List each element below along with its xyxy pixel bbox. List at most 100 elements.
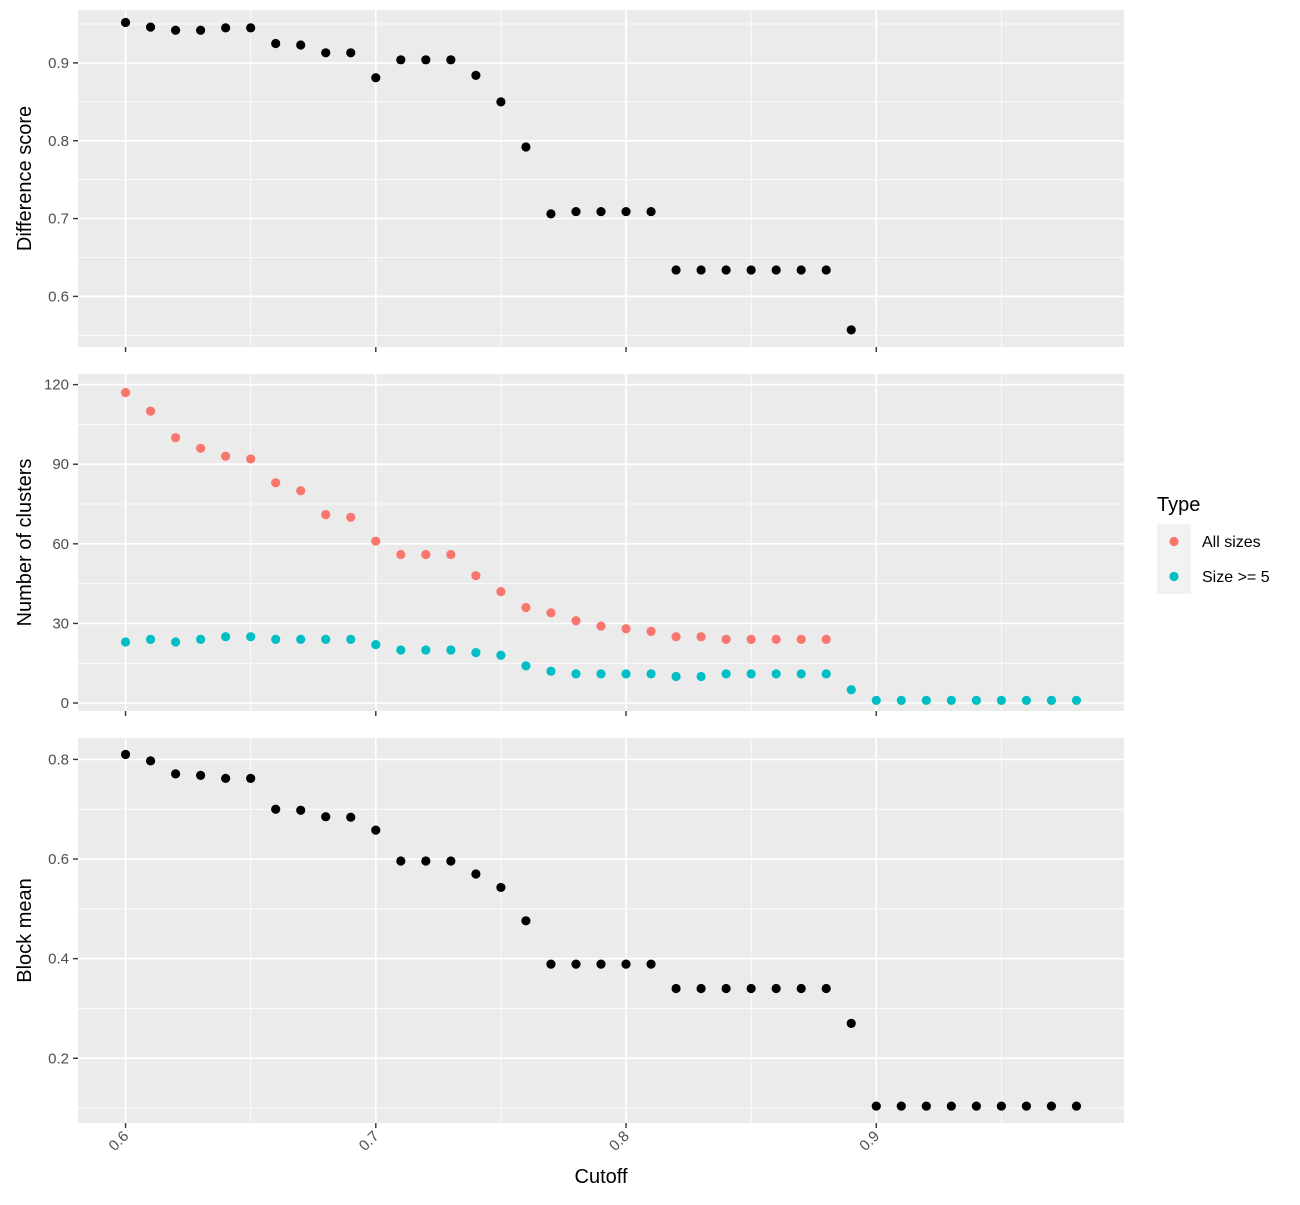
data-point — [796, 983, 806, 994]
y-tick-label: 0.7 — [48, 211, 69, 228]
data-point — [646, 959, 656, 969]
data-point — [921, 1101, 931, 1111]
data-point — [170, 769, 181, 779]
data-point — [321, 812, 331, 822]
data-point — [170, 433, 181, 443]
data-point — [571, 669, 581, 679]
y-tick-label: 120 — [44, 377, 69, 394]
data-point — [120, 749, 131, 760]
data-point — [446, 645, 456, 655]
data-point — [296, 486, 306, 496]
data-point — [696, 671, 706, 682]
y-tick-label: 0.2 — [48, 1050, 69, 1067]
y-tick-label: 90 — [52, 456, 69, 473]
data-point — [771, 983, 781, 994]
data-point — [746, 983, 756, 994]
data-point — [145, 756, 156, 766]
data-point — [621, 624, 631, 634]
data-point — [646, 626, 656, 636]
data-point — [170, 637, 181, 647]
data-point — [696, 265, 706, 275]
x-tick-label: 0.6 — [106, 1128, 133, 1155]
data-point — [321, 634, 331, 644]
data-point — [346, 634, 356, 644]
data-point — [846, 325, 856, 335]
data-point — [846, 685, 856, 695]
data-point — [796, 265, 806, 275]
legend-key-point — [1169, 536, 1179, 547]
data-point — [221, 773, 231, 783]
data-point — [746, 265, 756, 275]
data-point — [696, 983, 706, 994]
data-point — [471, 648, 481, 658]
data-point — [596, 206, 606, 217]
data-point — [396, 856, 406, 866]
data-point — [596, 959, 606, 969]
data-point — [246, 632, 256, 642]
data-point — [1046, 1101, 1057, 1111]
data-point — [996, 695, 1006, 705]
data-point — [421, 549, 431, 560]
data-point — [646, 669, 656, 679]
y-tick-label: 0.4 — [48, 951, 69, 968]
panel-1: 0.6 0.7 0.8 0.9 Difference score — [14, 10, 1124, 352]
data-point — [145, 634, 156, 644]
data-point — [821, 669, 831, 679]
series-panel-1-points — [120, 17, 856, 335]
data-point — [1021, 695, 1032, 705]
series-all-sizes — [120, 387, 831, 644]
data-point — [371, 536, 381, 546]
data-point — [771, 634, 781, 644]
data-point — [596, 669, 606, 679]
y-tick-label: 0.6 — [48, 288, 69, 305]
data-point — [471, 571, 481, 581]
data-point — [546, 608, 556, 618]
legend: Type All sizes Size >= 5 — [1157, 494, 1270, 594]
y-axis-title: Difference score — [14, 106, 36, 251]
data-point — [296, 805, 306, 815]
data-point — [271, 478, 281, 488]
data-point — [1071, 1101, 1082, 1111]
data-point — [120, 637, 131, 647]
data-point — [521, 661, 531, 671]
data-point — [421, 645, 431, 655]
data-point — [196, 443, 206, 453]
x-tick-label: 0.9 — [856, 1128, 883, 1155]
data-point — [496, 882, 506, 893]
data-point — [621, 206, 631, 217]
panel-3: 0.2 0.4 0.6 0.8 Block mean — [14, 738, 1124, 1128]
x-tick-label: 0.7 — [356, 1128, 383, 1155]
data-point — [421, 55, 431, 65]
data-point — [496, 586, 506, 597]
legend-label: All sizes — [1202, 534, 1261, 551]
data-point — [746, 634, 756, 644]
y-tick-label: 0.6 — [48, 851, 69, 868]
data-point — [646, 206, 656, 217]
data-point — [296, 40, 306, 50]
data-point — [396, 55, 406, 65]
data-point — [496, 650, 506, 660]
data-point — [671, 632, 681, 642]
y-tick-label: 0.8 — [48, 751, 69, 768]
data-point — [546, 209, 556, 219]
data-point — [996, 1101, 1006, 1111]
legend-title: Type — [1157, 494, 1200, 516]
data-point — [971, 695, 981, 705]
data-point — [145, 22, 156, 32]
data-point — [1071, 695, 1082, 705]
y-tick-label: 0 — [61, 695, 69, 712]
y-tick-label: 0.8 — [48, 133, 69, 150]
data-point — [546, 959, 556, 969]
data-point — [896, 695, 906, 705]
data-point — [671, 983, 681, 994]
x-axis-title: Cutoff — [575, 1166, 628, 1188]
x-tick-label: 0.8 — [606, 1128, 633, 1155]
data-point — [946, 1101, 956, 1111]
data-point — [846, 1018, 856, 1028]
data-point — [721, 983, 731, 994]
data-point — [1021, 1101, 1032, 1111]
data-point — [771, 265, 781, 275]
data-point — [296, 634, 306, 644]
